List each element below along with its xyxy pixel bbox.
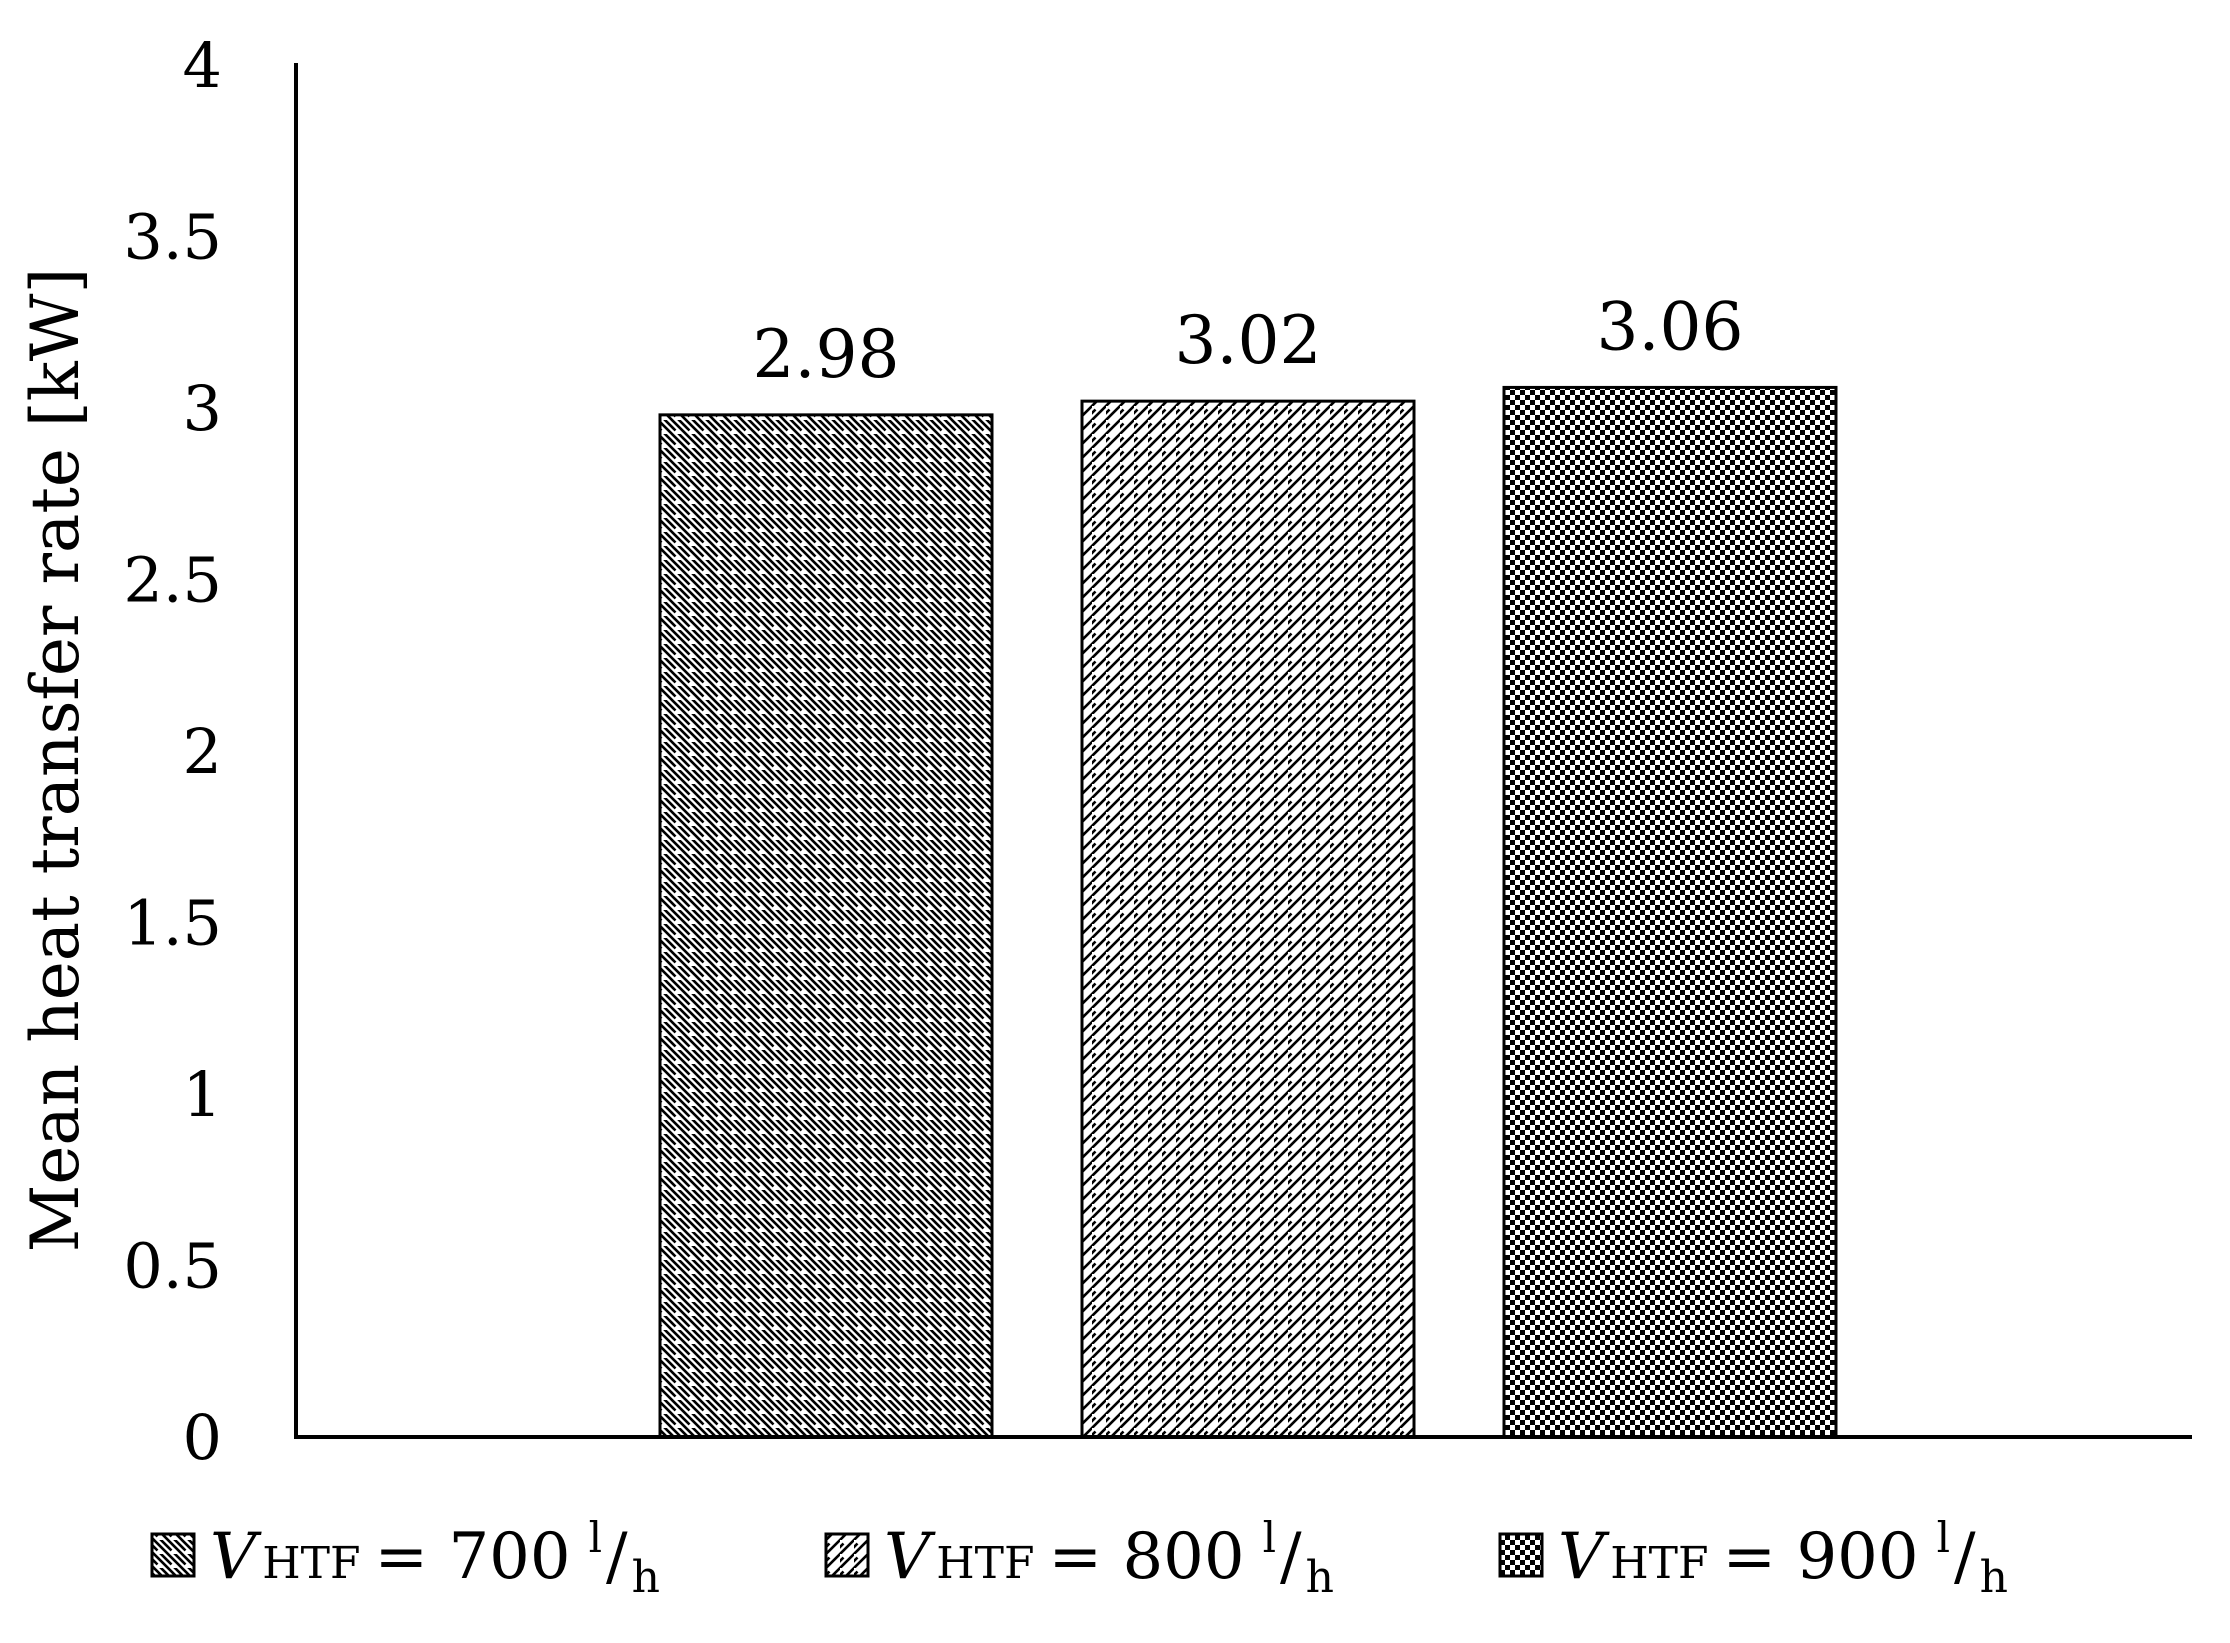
data-label-3: 3.06 [1597,288,1744,365]
bar-2 [1080,399,1416,1439]
bars [658,385,1838,1439]
y-tick-label: 3 [183,372,222,445]
legend-swatch-3 [1498,1532,1544,1578]
legend-item-1: V HTF = 700 l/h [150,1513,660,1603]
y-axis-ticks: 0 0.5 1 1.5 2 2.5 3 3.5 4 [123,29,222,1474]
data-label-2: 3.02 [1175,302,1322,379]
legend-label-2: V HTF = 800 l/h [884,1513,1334,1603]
y-tick-label: 3.5 [123,201,222,274]
y-tick-label: 1.5 [123,887,222,960]
legend-swatch-1 [150,1532,196,1578]
bar-1 [658,413,994,1439]
y-tick-label: 4 [183,29,222,102]
bar-3 [1502,385,1838,1439]
y-tick-label: 0 [183,1401,222,1474]
y-tick-label: 2.5 [123,544,222,617]
y-axis-title: Mean heat transfer rate [kW] [17,268,94,1253]
legend-item-2: V HTF = 800 l/h [824,1513,1334,1603]
data-labels: 2.98 3.02 3.06 [753,288,1744,392]
legend-label-1: V HTF = 700 l/h [210,1513,660,1603]
legend: V HTF = 700 l/h V HTF = 800 l/h V HTF = 900 l/h [150,1513,2008,1603]
legend-swatch-2 [824,1532,870,1578]
legend-item-3: V HTF = 900 l/h [1498,1513,2008,1603]
data-label-1: 2.98 [753,316,900,393]
legend-label-3: V HTF = 900 l/h [1558,1513,2008,1603]
y-tick-label: 1 [183,1058,222,1131]
y-tick-label: 2 [183,715,222,788]
y-tick-label: 0.5 [123,1230,222,1303]
